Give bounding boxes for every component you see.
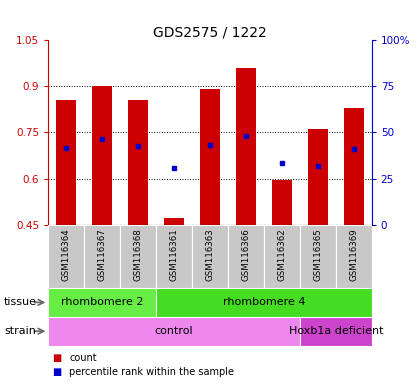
Bar [84,225,120,288]
Text: GSM116367: GSM116367 [98,229,107,281]
Text: rhombomere 4: rhombomere 4 [223,297,305,308]
Text: ■: ■ [52,366,62,377]
Text: count: count [69,353,97,363]
Bar [48,288,156,317]
Text: rhombomere 2: rhombomere 2 [61,297,144,308]
Bar [308,129,328,225]
Text: ■: ■ [52,353,62,363]
Bar [92,86,112,225]
Text: GSM116365: GSM116365 [313,229,322,281]
Bar [272,180,292,225]
Text: GSM116363: GSM116363 [205,229,215,281]
Bar [156,288,372,317]
Text: GSM116362: GSM116362 [277,229,286,281]
Text: GSM116366: GSM116366 [241,229,250,281]
Text: Hoxb1a deficient: Hoxb1a deficient [289,326,383,336]
Bar [156,225,192,288]
Text: strain: strain [4,326,36,336]
Text: GSM116364: GSM116364 [62,229,71,281]
Bar [200,89,220,225]
Text: GSM116368: GSM116368 [134,229,143,281]
Text: tissue: tissue [4,297,37,308]
Text: GSM116369: GSM116369 [349,229,358,281]
Bar [336,225,372,288]
Bar [264,225,300,288]
Bar [228,225,264,288]
Bar [120,225,156,288]
Text: GSM116361: GSM116361 [170,229,178,281]
Bar [56,100,76,225]
Title: GDS2575 / 1222: GDS2575 / 1222 [153,25,267,39]
Bar [344,108,364,225]
Bar [300,225,336,288]
Text: percentile rank within the sample: percentile rank within the sample [69,366,234,377]
Bar [164,218,184,225]
Bar [48,225,84,288]
Bar [192,225,228,288]
Bar [236,68,256,225]
Bar [48,317,300,346]
Bar [128,100,148,225]
Text: control: control [155,326,193,336]
Bar [300,317,372,346]
